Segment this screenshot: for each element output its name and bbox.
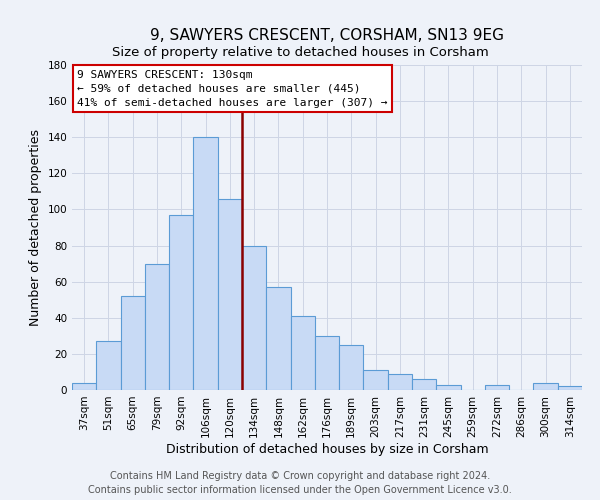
Bar [558, 386, 582, 390]
Title: 9, SAWYERS CRESCENT, CORSHAM, SN13 9EG: 9, SAWYERS CRESCENT, CORSHAM, SN13 9EG [150, 28, 504, 43]
Bar [412, 379, 436, 390]
Bar [290, 316, 315, 390]
Bar [388, 374, 412, 390]
Bar [193, 137, 218, 390]
Y-axis label: Number of detached properties: Number of detached properties [29, 129, 42, 326]
Bar [218, 198, 242, 390]
Bar [266, 287, 290, 390]
Text: 9 SAWYERS CRESCENT: 130sqm
← 59% of detached houses are smaller (445)
41% of sem: 9 SAWYERS CRESCENT: 130sqm ← 59% of deta… [77, 70, 388, 108]
Bar [72, 383, 96, 390]
Bar [242, 246, 266, 390]
Bar [485, 384, 509, 390]
Bar [533, 383, 558, 390]
Bar [121, 296, 145, 390]
Bar [145, 264, 169, 390]
Bar [315, 336, 339, 390]
Text: Contains HM Land Registry data © Crown copyright and database right 2024.
Contai: Contains HM Land Registry data © Crown c… [88, 471, 512, 495]
Bar [96, 341, 121, 390]
Bar [169, 215, 193, 390]
Bar [339, 345, 364, 390]
Bar [436, 384, 461, 390]
Text: Size of property relative to detached houses in Corsham: Size of property relative to detached ho… [112, 46, 488, 59]
X-axis label: Distribution of detached houses by size in Corsham: Distribution of detached houses by size … [166, 442, 488, 456]
Bar [364, 370, 388, 390]
